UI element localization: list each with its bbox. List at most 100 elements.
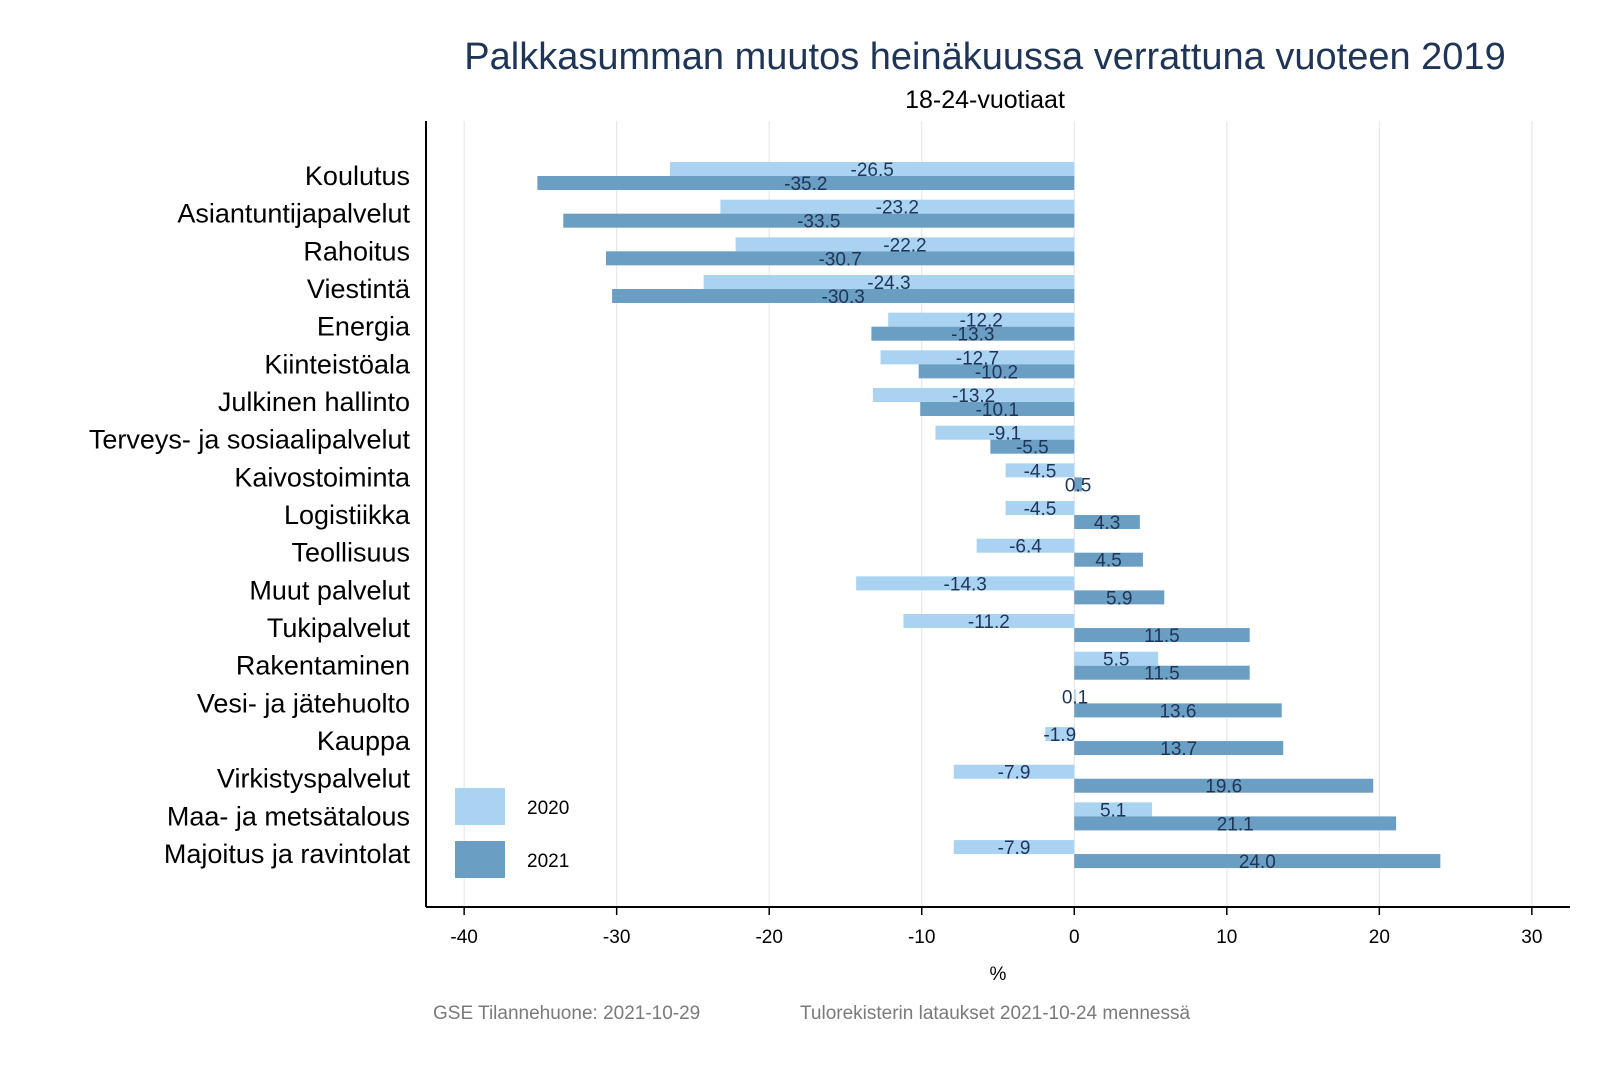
value-label: 11.5	[1144, 626, 1180, 647]
category-label: Rakentaminen	[236, 651, 410, 681]
bar-2021	[990, 439, 1075, 454]
value-label: 5.5	[1103, 650, 1129, 671]
bar-2020	[720, 199, 1075, 214]
category-label: Viestintä	[307, 274, 411, 304]
bar-2021	[1074, 665, 1250, 680]
footer-source: GSE Tilannehuone: 2021-10-29	[433, 1003, 701, 1024]
category-label: Julkinen hallinto	[218, 387, 410, 417]
bar-2021	[1074, 552, 1143, 567]
value-label: 11.5	[1144, 664, 1180, 685]
value-label: -4.5	[1024, 499, 1057, 520]
bar-2020	[735, 237, 1075, 252]
value-label: -4.5	[1024, 461, 1057, 482]
value-label: -33.5	[797, 212, 840, 233]
value-label: -13.2	[952, 386, 995, 407]
value-label: 5.9	[1106, 588, 1132, 609]
value-label: -13.3	[951, 325, 994, 346]
bar-2021	[871, 326, 1075, 341]
legend-swatch-2020	[455, 788, 505, 825]
bars	[537, 162, 1441, 869]
bar-2020	[953, 764, 1075, 779]
category-label: Koulutus	[305, 161, 410, 191]
bar-2021	[1074, 590, 1165, 605]
bar-2020	[1045, 727, 1075, 742]
bar-2020	[953, 840, 1075, 855]
category-label: Logistiikka	[284, 500, 411, 530]
x-axis-ticks: -40 -30 -20 -10 0 10 20 30	[450, 907, 1542, 948]
value-label: -23.2	[876, 198, 919, 219]
bar-2020	[670, 162, 1075, 176]
value-label: 4.5	[1095, 551, 1121, 572]
category-label: Rahoitus	[303, 236, 410, 266]
x-tick-label: 0	[1069, 927, 1080, 948]
value-label: -5.5	[1016, 438, 1049, 459]
x-tick-label: -10	[908, 927, 935, 948]
bar-2020	[703, 275, 1075, 290]
x-tick-label: -40	[450, 927, 477, 948]
bar-2021	[1074, 703, 1282, 718]
bar-chart: -26.5 -35.2 -23.2 -33.5 -22.2 -30.7 -24.3-30.3…	[89, 121, 1570, 985]
bar-2021	[1074, 741, 1284, 756]
value-label: -26.5	[851, 160, 894, 181]
category-label: Muut palvelut	[249, 575, 410, 605]
bar-2021	[1074, 628, 1250, 643]
x-tick-label: 30	[1521, 927, 1542, 948]
category-label: Virkistyspalvelut	[217, 764, 411, 794]
value-label: 19.6	[1205, 777, 1242, 798]
bar-2020	[880, 350, 1075, 365]
bar-2021	[918, 364, 1075, 379]
value-label: -7.9	[998, 838, 1031, 859]
bar-2021	[537, 176, 1075, 190]
bar-2020	[903, 614, 1075, 629]
chart-subtitle: 18-24-vuotiaat	[905, 86, 1065, 114]
bar-2021	[563, 213, 1075, 228]
legend-swatch-2021	[455, 841, 505, 878]
value-label: -14.3	[944, 574, 987, 595]
bar-2020	[856, 576, 1075, 591]
bar-2021	[1074, 778, 1374, 793]
gridlines	[463, 121, 1533, 907]
category-label: Asiantuntijapalvelut	[177, 199, 410, 229]
value-label: -10.1	[976, 400, 1019, 421]
value-label: -6.4	[1009, 537, 1042, 558]
category-label: Kiinteistöala	[264, 349, 411, 379]
chart-title: Palkkasumman muutos heinäkuussa verrattu…	[464, 36, 1506, 78]
value-label: -30.3	[822, 287, 865, 308]
category-label: Maa- ja metsätalous	[167, 801, 410, 831]
category-label: Majoitus ja ravintolat	[164, 839, 411, 869]
value-label: -1.9	[1043, 725, 1076, 746]
category-label: Tukipalvelut	[267, 613, 411, 643]
x-axis-label: %	[990, 964, 1007, 985]
bar-2020	[1074, 802, 1153, 817]
bar-2020	[888, 312, 1075, 327]
value-label: 0.5	[1065, 475, 1091, 496]
value-label: 13.6	[1159, 701, 1196, 722]
bar-2020	[872, 388, 1075, 403]
category-label: Terveys- ja sosiaalipalvelut	[89, 425, 411, 455]
value-label: -10.2	[975, 362, 1018, 383]
bar-2021	[1074, 854, 1441, 869]
value-label: -12.2	[960, 311, 1003, 332]
value-label: 13.7	[1160, 739, 1197, 760]
value-label: 0.1	[1062, 687, 1088, 708]
bar-2021	[1074, 477, 1082, 492]
footer-note: Tulorekisterin lataukset 2021-10-24 menn…	[800, 1003, 1191, 1024]
bar-2021	[612, 289, 1075, 304]
value-label: 4.3	[1094, 513, 1120, 534]
value-label: -30.7	[818, 249, 861, 270]
bar-2020	[1074, 651, 1159, 666]
category-label: Energia	[317, 312, 411, 342]
category-labels: Koulutus Asiantuntijapalvelut Rahoitus Vies…	[89, 161, 411, 869]
bar-2020	[935, 425, 1075, 440]
legend: 2020 2021	[455, 788, 569, 878]
bar-2021	[920, 402, 1075, 417]
value-label: -7.9	[998, 763, 1031, 784]
category-label: Teollisuus	[291, 538, 410, 568]
value-label: -35.2	[784, 174, 827, 195]
x-tick-label: -20	[755, 927, 782, 948]
category-label: Vesi- ja jätehuolto	[197, 688, 410, 718]
value-label: -24.3	[867, 273, 910, 294]
value-label: -22.2	[883, 235, 926, 256]
bar-2020	[1074, 689, 1076, 704]
x-tick-label: 10	[1216, 927, 1237, 948]
